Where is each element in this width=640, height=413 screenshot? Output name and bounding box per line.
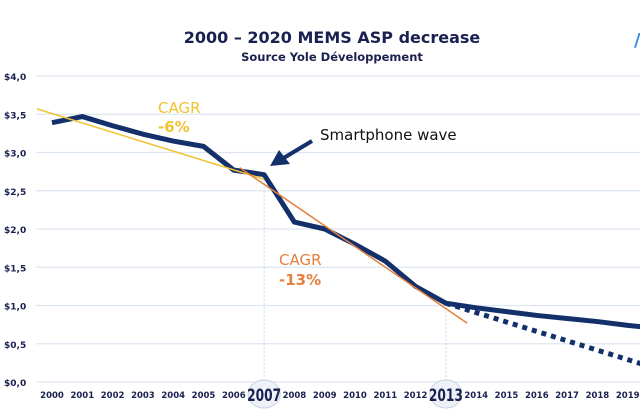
- x-tick-label: 2013: [429, 386, 463, 406]
- smartphone-wave-arrow: [270, 139, 314, 166]
- x-tick-label: 2007: [247, 386, 281, 406]
- cagr-6-value: -6%: [158, 118, 190, 136]
- chart-subtitle: Source Yole Développement: [241, 50, 423, 64]
- x-tick-label: 2010: [343, 391, 367, 401]
- smartphone-wave-label: Smartphone wave: [320, 126, 457, 144]
- trend-line: [36, 108, 265, 180]
- cagr-13-label: CAGR: [279, 251, 322, 269]
- x-tick-label: 2005: [192, 391, 216, 401]
- y-tick-label: $3,0: [4, 150, 26, 160]
- forecast-line: [445, 300, 640, 367]
- highlight-ellipse: [247, 379, 281, 409]
- x-tick-label: 2001: [70, 391, 94, 401]
- cagr-13-value: -13%: [279, 271, 321, 289]
- logo-fragment: /: [634, 30, 640, 51]
- x-tick-label: 2009: [313, 391, 337, 401]
- x-tick-label: 2016: [525, 391, 549, 401]
- y-tick-label: $1,5: [4, 264, 26, 274]
- x-tick-label: 2019: [616, 391, 640, 401]
- y-tick-label: $0,0: [4, 379, 26, 389]
- chart-title: 2000 – 2020 MEMS ASP decrease: [184, 28, 481, 47]
- x-tick-label: 2012: [404, 391, 428, 401]
- x-tick-label: 2018: [586, 391, 610, 401]
- x-tick-label: 2006: [222, 391, 246, 401]
- x-tick-label: 2008: [283, 391, 307, 401]
- y-tick-label: $4,0: [4, 73, 26, 83]
- y-tick-label: $2,5: [4, 188, 26, 198]
- x-tick-label: 2011: [373, 391, 397, 401]
- y-tick-label: $1,0: [4, 303, 26, 313]
- asp-line: [51, 114, 640, 330]
- highlight-ellipse: [429, 379, 463, 409]
- y-tick-label: $3,5: [4, 111, 26, 121]
- x-tick-label: 2003: [131, 391, 155, 401]
- x-tick-label: 2015: [495, 391, 519, 401]
- x-tick-label: 2017: [555, 391, 579, 401]
- trend-line: [239, 167, 468, 324]
- x-tick-label: 2000: [40, 391, 64, 401]
- x-tick-label: 2014: [464, 391, 488, 401]
- y-tick-label: $0,5: [4, 341, 26, 351]
- x-tick-label: 2004: [161, 391, 185, 401]
- x-tick-label: 2002: [101, 391, 125, 401]
- cagr-6-label: CAGR: [158, 99, 201, 117]
- y-tick-label: $2,0: [4, 226, 26, 236]
